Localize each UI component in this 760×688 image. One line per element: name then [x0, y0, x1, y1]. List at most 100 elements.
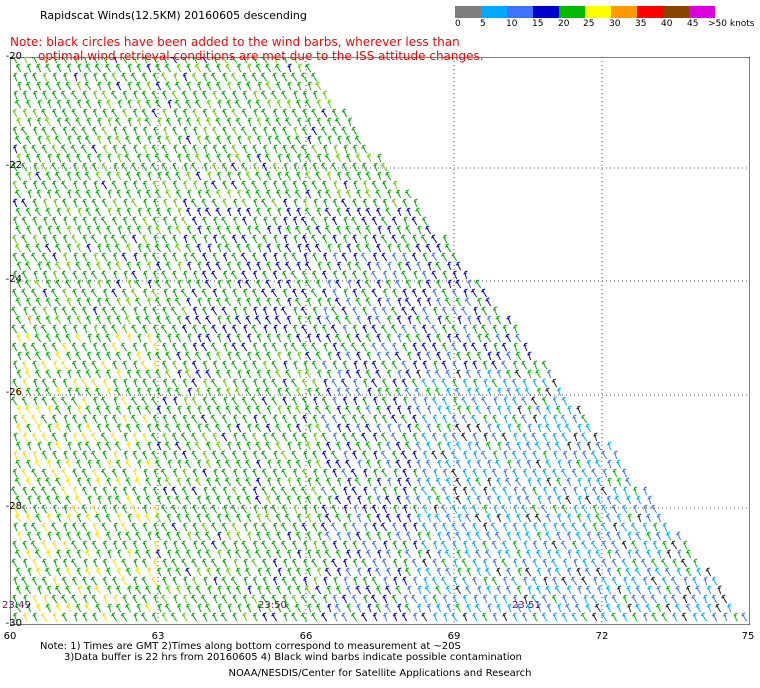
wind-barb — [331, 414, 338, 424]
wind-barb — [241, 198, 248, 208]
wind-barb — [144, 117, 152, 127]
wind-barb — [185, 549, 192, 559]
wind-barb — [532, 540, 538, 550]
wind-barb — [221, 594, 228, 604]
wind-barb — [521, 486, 528, 496]
wind-barb — [36, 81, 42, 91]
wind-barb — [302, 414, 308, 424]
wind-barb — [232, 198, 238, 208]
wind-barb — [62, 288, 68, 298]
wind-barb — [237, 279, 242, 289]
wind-barb — [692, 612, 698, 622]
wind-barb — [116, 189, 122, 199]
wind-barb — [336, 243, 342, 253]
wind-barb — [82, 270, 88, 280]
wind-barb — [333, 576, 338, 586]
wind-barb — [431, 432, 438, 442]
wind-barb — [275, 261, 282, 271]
wind-barb — [212, 612, 218, 622]
wind-barb — [77, 405, 82, 415]
wind-barb — [46, 549, 52, 559]
wind-barb — [445, 585, 452, 595]
wind-barb — [146, 81, 152, 91]
wind-barb — [73, 180, 78, 190]
wind-barb — [70, 144, 78, 154]
wind-barb — [186, 117, 192, 127]
wind-barb — [323, 198, 328, 208]
wind-barb — [20, 252, 28, 262]
wind-barb — [81, 522, 88, 532]
wind-barb — [117, 99, 122, 109]
wind-barb — [52, 57, 58, 64]
map-title: Rapidscat Winds(12.5KM) 20160605 descend… — [40, 9, 307, 22]
wind-barb — [71, 126, 78, 136]
wind-barb — [153, 558, 158, 568]
wind-barb — [276, 477, 282, 487]
wind-barb — [385, 207, 392, 217]
wind-barb — [96, 441, 102, 451]
wind-barb — [47, 153, 52, 163]
wind-barb — [205, 189, 212, 199]
wind-barb — [541, 396, 548, 406]
wind-barb — [304, 171, 312, 181]
wind-barb — [483, 432, 488, 442]
wind-barb — [291, 540, 298, 550]
wind-barb — [465, 369, 472, 379]
wind-barb — [201, 432, 208, 442]
wind-barb — [51, 594, 58, 604]
wind-barb — [272, 216, 278, 226]
wind-barb — [125, 423, 132, 433]
wind-barb — [502, 576, 508, 586]
wind-barb — [52, 234, 58, 244]
wind-barb — [112, 378, 118, 388]
wind-barb — [241, 234, 248, 244]
wind-barb — [304, 585, 312, 595]
wind-barb — [412, 234, 418, 244]
wind-barb — [336, 423, 342, 433]
wind-barb — [554, 585, 562, 595]
wind-barb — [441, 360, 448, 370]
wind-barb — [82, 90, 88, 100]
wind-barb — [445, 495, 452, 505]
wind-barb — [172, 288, 178, 298]
wind-barb — [202, 216, 208, 226]
wind-barb — [454, 387, 462, 397]
wind-barb — [516, 603, 522, 613]
wind-barb — [222, 198, 228, 208]
wind-barb — [376, 477, 382, 487]
wind-barb — [125, 477, 132, 487]
wind-barb — [601, 504, 608, 514]
wind-barb — [205, 603, 212, 613]
wind-barb — [292, 324, 298, 334]
wind-barb — [361, 540, 368, 550]
wind-barb — [226, 261, 232, 271]
wind-barb — [355, 387, 362, 397]
wind-barb — [300, 144, 308, 154]
wind-barb — [336, 189, 342, 199]
wind-barb — [400, 414, 408, 424]
wind-barb — [185, 135, 192, 145]
wind-barb — [231, 360, 238, 370]
wind-barb — [94, 387, 102, 397]
wind-barb — [382, 270, 388, 280]
wind-barb — [311, 360, 318, 370]
wind-barb — [145, 585, 152, 595]
wind-barb — [283, 612, 288, 622]
wind-barb — [294, 405, 302, 415]
wind-barb — [67, 135, 72, 145]
wind-barb — [27, 315, 32, 325]
wind-barb — [15, 63, 22, 73]
wind-barb — [435, 279, 442, 289]
scale-seg-5 — [481, 6, 507, 18]
wind-barb — [114, 135, 122, 145]
wind-barb — [224, 513, 232, 523]
wind-barb — [111, 180, 118, 190]
wind-barb — [306, 567, 312, 577]
wind-barb — [456, 351, 462, 361]
wind-barb — [23, 72, 28, 82]
wind-barb — [647, 495, 652, 505]
wind-barb — [462, 324, 468, 334]
wind-barb — [34, 459, 42, 469]
wind-barb — [100, 468, 108, 478]
wind-barb — [343, 450, 348, 460]
